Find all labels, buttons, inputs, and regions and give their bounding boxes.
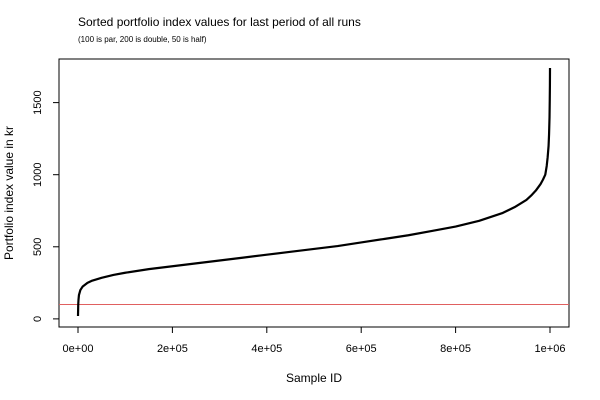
plot-frame bbox=[58, 58, 570, 328]
y-axis-label: Portfolio index value in kr bbox=[2, 126, 16, 260]
y-tick-label-1: 500 bbox=[32, 238, 44, 256]
chart-title: Sorted portfolio index values for last p… bbox=[78, 15, 361, 29]
x-tick-label-5: 1e+06 bbox=[535, 343, 566, 355]
y-tick-label-0: 0 bbox=[32, 316, 44, 322]
x-axis-label: Sample ID bbox=[286, 371, 342, 385]
x-tick-label-0: 0e+00 bbox=[63, 343, 94, 355]
series-curve bbox=[76, 67, 552, 317]
chart-subtitle: (100 is par, 200 is double, 50 is half) bbox=[78, 35, 207, 44]
x-axis: 0e+00 2e+05 4e+05 6e+05 8e+05 1e+06 bbox=[63, 327, 566, 355]
y-axis: 0 500 1000 1500 bbox=[32, 90, 59, 322]
x-tick-label-3: 6e+05 bbox=[346, 343, 377, 355]
y-tick-label-3: 1500 bbox=[32, 90, 44, 114]
y-tick-label-2: 1000 bbox=[32, 162, 44, 186]
x-tick-label-2: 4e+05 bbox=[251, 343, 282, 355]
x-tick-label-1: 2e+05 bbox=[157, 343, 188, 355]
x-tick-label-4: 8e+05 bbox=[440, 343, 471, 355]
